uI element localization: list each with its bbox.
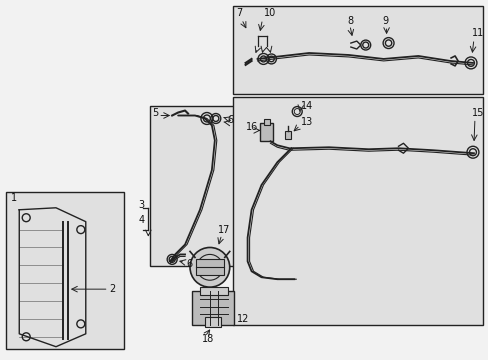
Text: 12: 12 — [236, 314, 248, 324]
Bar — [264, 120, 270, 125]
Text: 18: 18 — [202, 334, 214, 344]
Bar — [285, 131, 291, 139]
Text: 2: 2 — [109, 284, 116, 294]
Bar — [150, 105, 239, 266]
Text: 9: 9 — [382, 16, 388, 26]
Bar — [6, 192, 123, 349]
Text: 6: 6 — [185, 259, 192, 269]
Text: 3: 3 — [138, 200, 144, 210]
Bar — [259, 123, 273, 141]
Text: 4: 4 — [138, 215, 144, 225]
Text: 17: 17 — [217, 225, 230, 235]
Text: 5: 5 — [152, 108, 158, 117]
Bar — [200, 287, 227, 295]
Text: 15: 15 — [471, 108, 483, 117]
Bar — [232, 96, 482, 325]
Bar — [192, 291, 233, 325]
Text: 16: 16 — [245, 122, 257, 132]
Text: 11: 11 — [471, 28, 483, 38]
Text: 10: 10 — [263, 8, 275, 18]
Text: 1: 1 — [11, 193, 18, 203]
Text: 7: 7 — [236, 8, 243, 18]
Text: 6: 6 — [227, 116, 233, 126]
Bar — [232, 6, 482, 94]
Bar — [196, 260, 224, 275]
Text: 14: 14 — [301, 100, 313, 111]
Text: 13: 13 — [301, 117, 313, 127]
Text: 8: 8 — [346, 16, 352, 26]
Bar — [204, 317, 221, 327]
Circle shape — [190, 247, 229, 287]
